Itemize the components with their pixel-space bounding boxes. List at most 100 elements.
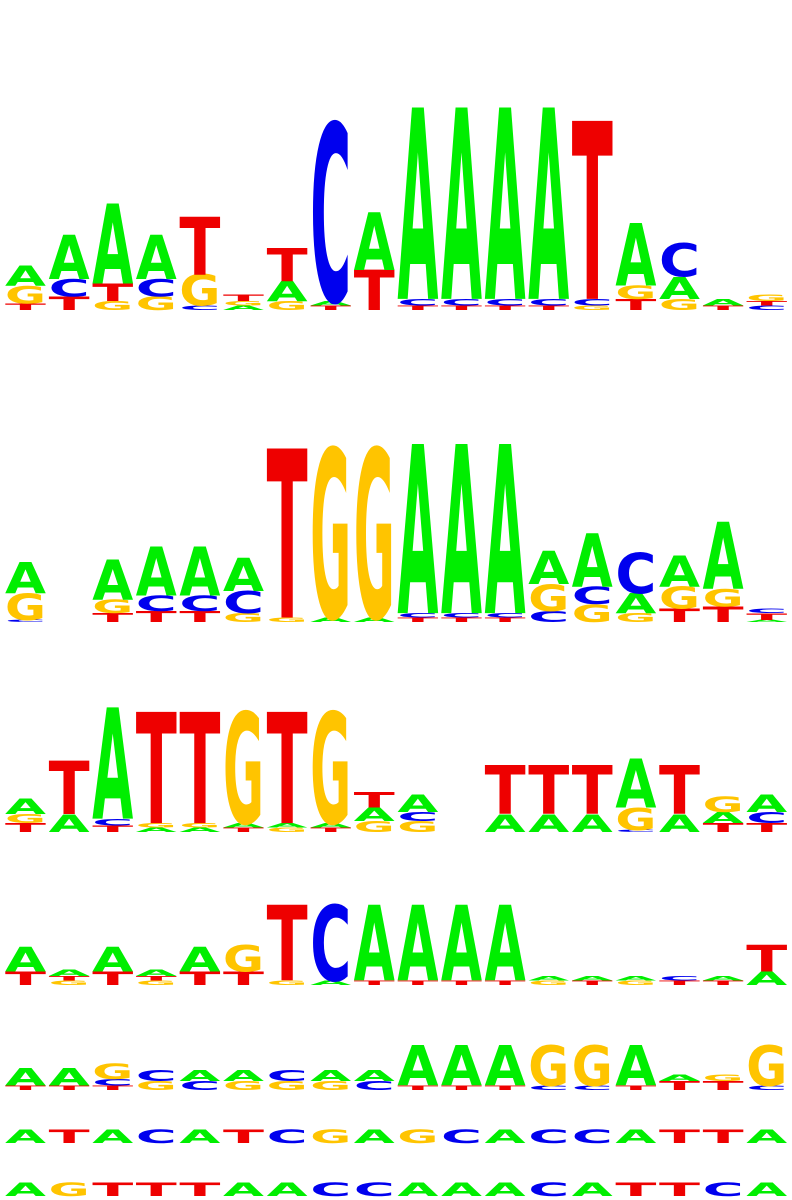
logo-4-pos-18-letter-T: T xyxy=(746,938,787,981)
logo-6-pos-11-letter-C: C xyxy=(441,1126,482,1148)
logo-4-pos-2-letter-G: G xyxy=(49,980,90,987)
logo-5-pos-15-letter-T: T xyxy=(615,1084,656,1091)
logo-4-pos-13-letter-G: G xyxy=(528,980,569,987)
logo-1-pos-10-letter-C: C xyxy=(397,297,438,308)
logo-4-pos-7-letter-T: T xyxy=(267,884,308,1005)
logo-2-pos-4-letter-A: A xyxy=(136,534,177,612)
logo-4-pos-14-letter-A: A xyxy=(572,975,613,982)
logo-4-pos-6-letter-T: T xyxy=(223,969,265,990)
logo-6-pos-8-letter-G: G xyxy=(310,1126,351,1147)
logo-5-pos-2-letter-T: T xyxy=(49,1084,90,1091)
logo-3-pos-8-letter-G: G xyxy=(310,682,351,859)
logo-2-pos-14-letter-A: A xyxy=(572,520,613,605)
logo-1-pos-8-letter-C: C xyxy=(310,75,351,359)
logo-3-pos-3-letter-C: C xyxy=(92,817,133,828)
logo-1-pos-7-letter-A: A xyxy=(267,276,308,308)
logo-2-pos-1-letter-A: A xyxy=(5,554,46,604)
logo-1-pos-2-letter-A: A xyxy=(49,223,90,293)
logo-1-pos-17-letter-A: A xyxy=(703,297,745,308)
logo-1-pos-11-letter-T: T xyxy=(441,304,482,311)
logo-3-pos-4-letter-T: T xyxy=(136,682,177,860)
logo-3-pos-7-letter-T: T xyxy=(267,682,308,860)
logo-2-pos-4-letter-T: T xyxy=(136,608,177,626)
logo-4-pos-8-letter-A: A xyxy=(310,979,351,986)
logo-1-pos-8-letter-A: A xyxy=(310,300,351,307)
logo-5-pos-15-letter-A: A xyxy=(615,1035,656,1099)
logo-1-pos-16-letter-C: C xyxy=(659,235,700,288)
logo-7-pos-4-letter-T: T xyxy=(136,1180,178,1200)
logo-4-pos-11-letter-T: T xyxy=(441,979,482,986)
logo-2-pos-12-letter-T: T xyxy=(485,616,526,623)
logo-3-pos-2-letter-T: T xyxy=(49,746,90,831)
logo-5-pos-12-letter-A: A xyxy=(485,1035,526,1099)
logo-3-pos-8-letter-A: A xyxy=(310,822,351,829)
logo-2-pos-5-letter-C: C xyxy=(179,591,220,616)
logo-1-pos-3-letter-A: A xyxy=(92,183,133,310)
logo-4-pos-16-letter-T: T xyxy=(659,979,700,986)
logo-2-pos-1-letter-C: C xyxy=(5,619,46,623)
logo-3-pos-7-letter-A: A xyxy=(267,822,308,829)
logo-1-pos-15-letter-T: T xyxy=(615,296,656,314)
logo-3-pos-4-letter-G: G xyxy=(136,822,177,829)
logo-2-pos-8-letter-A: A xyxy=(310,616,351,623)
logo-3-pos-16-letter-A: A xyxy=(659,810,700,838)
logo-3-pos-6-letter-T: T xyxy=(223,826,264,833)
logo-5-pos-3-letter-T: T xyxy=(92,1084,133,1091)
logo-6-pos-16-letter-T: T xyxy=(659,1127,701,1148)
logo-2-pos-8-letter-G: G xyxy=(310,402,351,673)
logo-2-pos-12-letter-A: A xyxy=(485,398,526,668)
logo-1-pos-15-letter-G: G xyxy=(615,282,656,303)
logo-4-pos-4-letter-G: G xyxy=(136,980,177,987)
logo-3-pos-12-letter-A: A xyxy=(485,810,526,838)
logo-6-pos-15-letter-A: A xyxy=(615,1126,656,1147)
logo-4-pos-13-letter-A: A xyxy=(528,975,569,982)
logo-2-pos-16-letter-A: A xyxy=(659,547,700,597)
logo-3-pos-18-letter-C: C xyxy=(746,809,787,827)
logo-1-pos-12-letter-T: T xyxy=(485,304,526,311)
logo-4-pos-4-letter-T: T xyxy=(136,975,177,982)
logo-4-pos-10-letter-T: T xyxy=(397,979,438,986)
logo-4-pos-3-letter-T: T xyxy=(92,969,134,990)
logo-3-pos-18-letter-T: T xyxy=(746,821,788,835)
logo-2-pos-14-letter-C: C xyxy=(572,582,613,610)
logo-1-pos-7-letter-G: G xyxy=(267,299,308,313)
logo-3-pos-5-letter-A: A xyxy=(179,826,220,833)
logo-6-pos-17-letter-T: T xyxy=(703,1127,745,1148)
logo-3-pos-17-letter-A: A xyxy=(703,809,744,827)
logo-3-pos-2-letter-A: A xyxy=(49,810,90,838)
logo-5-pos-8-letter-A: A xyxy=(310,1067,351,1085)
logo-6-pos-2-letter-T: T xyxy=(49,1127,91,1148)
logo-2-pos-16-letter-G: G xyxy=(659,581,700,616)
logo-1-pos-9-letter-A: A xyxy=(354,196,395,289)
logo-2-pos-14-letter-G: G xyxy=(572,600,613,628)
logo-1-pos-4-letter-G: G xyxy=(136,293,177,314)
logo-5-pos-4-letter-G: G xyxy=(136,1079,177,1093)
logo-5-pos-7-letter-C: C xyxy=(267,1067,308,1085)
logo-3-pos-3-letter-A: A xyxy=(92,677,133,855)
logo-3-pos-10-letter-A: A xyxy=(397,789,438,817)
logo-5-pos-5-letter-A: A xyxy=(179,1067,220,1085)
logo-3-pos-5-letter-T: T xyxy=(179,682,220,860)
logo-5-pos-11-letter-A: A xyxy=(441,1035,482,1099)
logo-2-pos-13-letter-C: C xyxy=(528,608,569,626)
logo-2-pos-6-letter-C: C xyxy=(223,585,264,621)
logo-1-pos-7-letter-T: T xyxy=(267,238,309,292)
logo-7-pos-9-letter-C: C xyxy=(354,1179,395,1200)
logo-5-pos-8-letter-G: G xyxy=(310,1079,351,1093)
logo-4-pos-2-letter-A: A xyxy=(49,968,91,979)
logo-6-pos-5-letter-A: A xyxy=(179,1126,220,1147)
logo-4-pos-6-letter-G: G xyxy=(223,938,264,981)
logo-5-pos-7-letter-G: G xyxy=(267,1079,308,1093)
logo-2-pos-7-letter-T: T xyxy=(267,403,308,673)
logo-4-pos-2-letter-T: T xyxy=(49,975,90,982)
logo-2-pos-10-letter-T: T xyxy=(397,616,438,623)
logo-6-pos-7-letter-C: C xyxy=(267,1126,308,1148)
logo-1-pos-1-letter-G: G xyxy=(5,282,46,310)
logo-2-pos-9-letter-A: A xyxy=(354,616,395,623)
logo-6-pos-10-letter-G: G xyxy=(397,1126,438,1147)
logo-5-pos-17-letter-T: T xyxy=(703,1079,745,1093)
logo-1-pos-1-letter-A: A xyxy=(5,260,46,292)
